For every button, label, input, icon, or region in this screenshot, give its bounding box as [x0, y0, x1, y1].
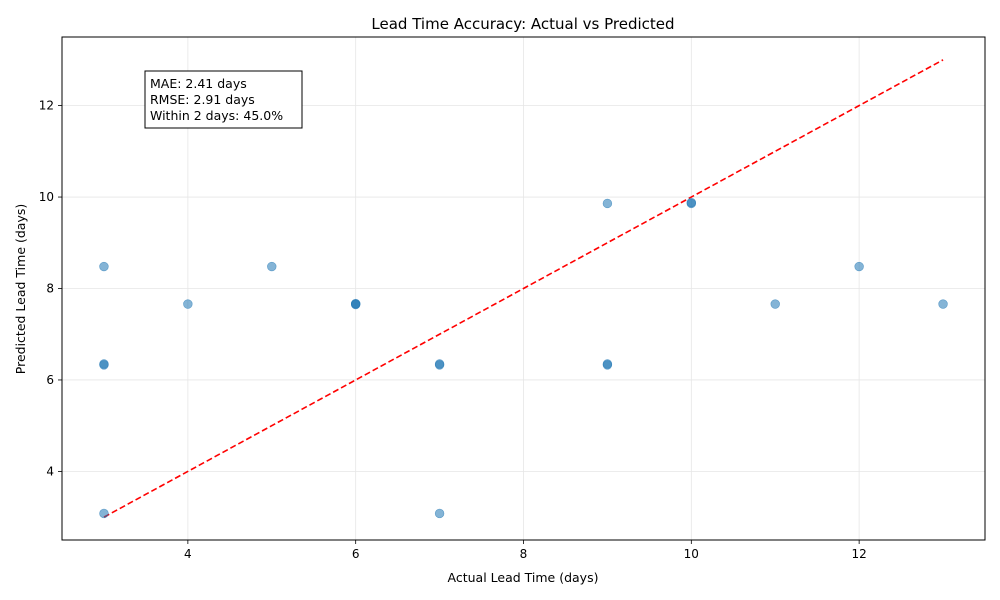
chart-title: Lead Time Accuracy: Actual vs Predicted	[371, 15, 674, 33]
y-tick-label: 10	[39, 190, 54, 204]
data-point	[602, 198, 613, 209]
reference-line-group	[103, 59, 944, 518]
x-tick-label: 10	[684, 547, 699, 561]
stats-mae: MAE: 2.41 days	[150, 76, 247, 91]
y-tick-label: 4	[46, 464, 54, 478]
stats-box: MAE: 2.41 days RMSE: 2.91 days Within 2 …	[144, 70, 303, 129]
data-point	[434, 508, 445, 519]
reference-line	[103, 59, 944, 518]
x-axis-ticks: 4 6 8 10 12	[184, 540, 867, 561]
data-point	[99, 508, 109, 519]
y-tick-label: 6	[46, 373, 54, 387]
data-point	[938, 299, 948, 309]
data-point	[686, 197, 697, 208]
x-axis-label: Actual Lead Time (days)	[448, 570, 599, 585]
data-point	[770, 299, 780, 309]
data-point	[434, 359, 445, 369]
data-point	[267, 261, 277, 272]
stats-within: Within 2 days: 45.0%	[150, 108, 283, 123]
stats-rmse: RMSE: 2.91 days	[150, 92, 255, 107]
x-tick-label: 12	[851, 547, 866, 561]
y-axis-ticks: 4 6 8 10 12	[39, 99, 62, 478]
data-point	[99, 261, 109, 272]
data-point	[183, 299, 193, 309]
y-axis-label: Predicted Lead Time (days)	[13, 204, 28, 374]
data-points	[99, 197, 948, 519]
data-point	[99, 359, 109, 369]
y-tick-label: 12	[39, 99, 54, 113]
data-point	[854, 261, 864, 272]
stats-box-border	[144, 70, 303, 129]
data-point	[602, 359, 613, 369]
x-tick-label: 6	[352, 547, 360, 561]
grid-lines	[62, 37, 985, 540]
x-tick-label: 8	[520, 547, 528, 561]
y-tick-label: 8	[46, 282, 54, 296]
x-tick-label: 4	[184, 547, 192, 561]
data-point	[350, 299, 361, 310]
